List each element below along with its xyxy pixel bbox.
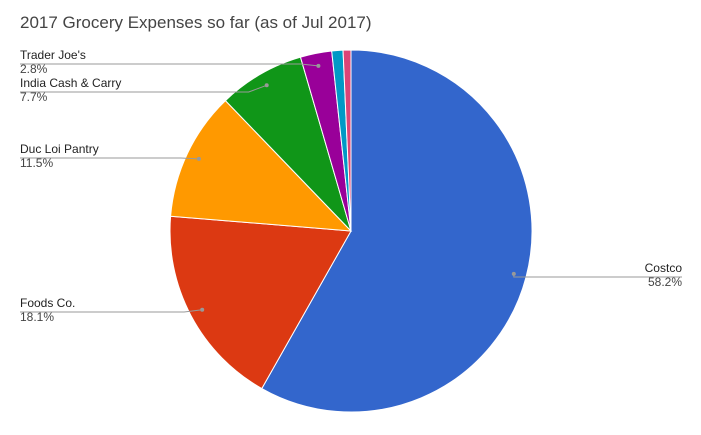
leader-line-0 <box>513 273 682 278</box>
pie-slice-6[interactable] <box>342 49 352 232</box>
slice-label-0: Costco <box>645 261 683 275</box>
leader-line-1 <box>20 309 203 313</box>
slice-label-4: Trader Joe's <box>20 48 86 62</box>
slice-percent-0: 58.2% <box>648 275 682 289</box>
slice-percent-2: 11.5% <box>20 156 53 170</box>
leader-line-2 <box>20 157 199 160</box>
pie-slices <box>169 49 533 413</box>
slice-percent-4: 2.8% <box>20 62 48 76</box>
slice-label-2: Duc Loi Pantry <box>20 142 99 156</box>
pie-slice-2[interactable] <box>170 99 353 232</box>
slice-label-1: Foods Co. <box>20 296 75 310</box>
leader-line-3 <box>20 84 267 93</box>
chart-title: 2017 Grocery Expenses so far (as of Jul … <box>20 13 372 32</box>
leader-line-4 <box>20 63 319 67</box>
slice-label-3: India Cash & Carry <box>20 76 121 90</box>
pie-slice-1[interactable] <box>169 215 352 390</box>
slice-percent-3: 7.7% <box>20 90 48 104</box>
slice-percent-1: 18.1% <box>20 310 54 324</box>
